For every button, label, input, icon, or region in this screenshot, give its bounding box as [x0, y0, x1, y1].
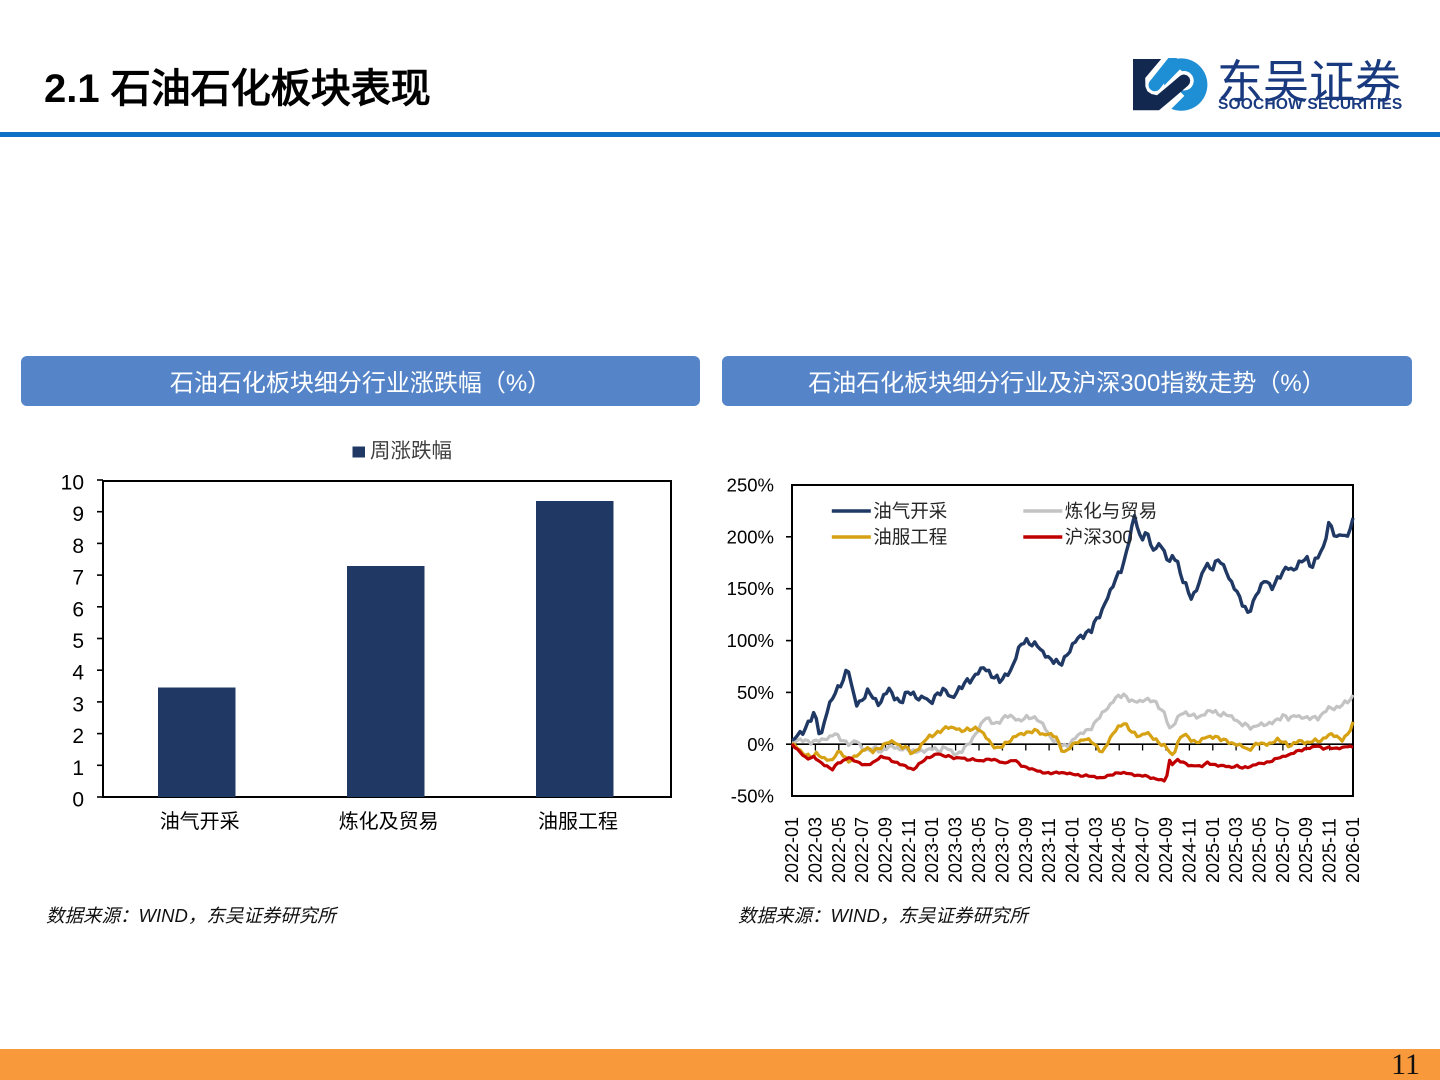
svg-text:2024-05: 2024-05 — [1109, 817, 1129, 883]
svg-text:8: 8 — [72, 535, 84, 558]
svg-text:250%: 250% — [727, 475, 774, 496]
svg-text:2026-01: 2026-01 — [1343, 817, 1363, 883]
svg-text:2024-07: 2024-07 — [1133, 817, 1153, 883]
svg-text:油服工程: 油服工程 — [538, 810, 618, 833]
svg-text:7: 7 — [72, 567, 84, 590]
svg-text:2025-05: 2025-05 — [1250, 817, 1270, 883]
svg-text:1: 1 — [72, 757, 84, 780]
svg-text:炼化及贸易: 炼化及贸易 — [339, 810, 439, 833]
svg-text:200%: 200% — [727, 526, 774, 547]
svg-text:2025-09: 2025-09 — [1296, 817, 1316, 883]
svg-text:-50%: -50% — [731, 786, 774, 807]
svg-text:2024-03: 2024-03 — [1086, 817, 1106, 883]
svg-text:2023-11: 2023-11 — [1039, 818, 1059, 883]
svg-text:5: 5 — [72, 630, 84, 653]
svg-text:10: 10 — [61, 472, 84, 495]
svg-text:2022-07: 2022-07 — [852, 817, 872, 883]
svg-text:油气开采: 油气开采 — [160, 810, 240, 833]
svg-text:2025-01: 2025-01 — [1203, 817, 1223, 883]
svg-text:50%: 50% — [737, 682, 774, 703]
svg-text:油气开采: 油气开采 — [873, 501, 947, 522]
svg-text:9: 9 — [72, 503, 84, 526]
svg-text:2022-09: 2022-09 — [876, 817, 896, 883]
svg-text:2022-03: 2022-03 — [805, 817, 825, 883]
svg-text:沪深300: 沪深300 — [1065, 527, 1133, 548]
svg-text:2025-11: 2025-11 — [1320, 818, 1340, 883]
svg-text:2: 2 — [72, 725, 84, 748]
svg-text:2023-01: 2023-01 — [922, 817, 942, 883]
svg-text:油服工程: 油服工程 — [873, 527, 947, 548]
svg-text:3: 3 — [72, 693, 84, 716]
svg-text:150%: 150% — [727, 578, 774, 599]
svg-text:2023-05: 2023-05 — [969, 817, 989, 883]
svg-text:4: 4 — [72, 662, 84, 685]
svg-text:2022-11: 2022-11 — [899, 818, 919, 883]
svg-text:2025-07: 2025-07 — [1273, 817, 1293, 883]
svg-text:6: 6 — [72, 598, 84, 621]
svg-text:周涨跌幅: 周涨跌幅 — [370, 440, 452, 463]
svg-text:2023-03: 2023-03 — [946, 817, 966, 883]
svg-text:2023-09: 2023-09 — [1016, 817, 1036, 883]
svg-text:2023-07: 2023-07 — [992, 817, 1012, 883]
svg-text:100%: 100% — [727, 630, 774, 651]
svg-text:2024-01: 2024-01 — [1063, 817, 1083, 883]
svg-text:0: 0 — [72, 789, 84, 812]
svg-text:2022-01: 2022-01 — [782, 817, 802, 883]
svg-text:2024-09: 2024-09 — [1156, 817, 1176, 883]
svg-text:炼化与贸易: 炼化与贸易 — [1065, 501, 1158, 522]
svg-text:2022-05: 2022-05 — [829, 817, 849, 883]
svg-text:0%: 0% — [747, 734, 774, 755]
svg-text:2024-11: 2024-11 — [1179, 818, 1199, 883]
svg-text:2025-03: 2025-03 — [1226, 817, 1246, 883]
